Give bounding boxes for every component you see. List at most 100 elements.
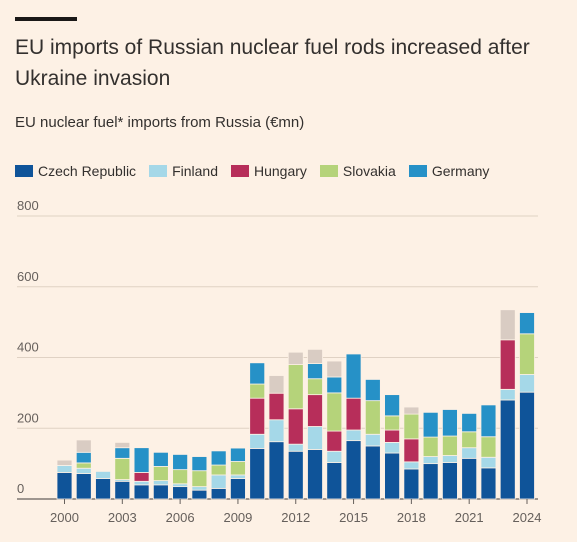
bar-segment-2021-finland [461, 447, 478, 459]
legend: Czech Republic Finland Hungary Slovakia … [15, 163, 502, 179]
legend-item-czech: Czech Republic [15, 163, 136, 179]
bar-segment-2023-czech-republic [499, 399, 516, 500]
bar-segment-2000-other [56, 459, 73, 466]
bars [56, 309, 535, 500]
bar-segment-2013-germany [307, 363, 323, 380]
bar-segment-2017-czech-republic [384, 452, 401, 500]
bar-segment-2001-germany [75, 451, 92, 464]
bar-segment-2011-other [268, 375, 285, 394]
bar-segment-2020-slovakia [442, 435, 458, 456]
bar-segment-2009-czech-republic [230, 478, 246, 500]
bar-segment-2004-czech-republic [133, 484, 150, 500]
bar-segment-2022-slovakia [480, 436, 497, 458]
x-tick-label-2012: 2012 [281, 510, 310, 525]
bar-segment-2006-germany [172, 454, 189, 471]
x-tick-label-2000: 2000 [50, 510, 79, 525]
bar-segment-2012-hungary [287, 408, 304, 445]
bar-segment-2014-germany [326, 376, 343, 394]
legend-label-finland: Finland [172, 163, 218, 179]
bar-segment-2020-germany [442, 409, 458, 437]
bar-segment-2001-other [75, 439, 92, 453]
bar-segment-2002-czech-republic [95, 478, 111, 500]
bar-segment-2009-germany [230, 447, 246, 462]
y-tick-label-0: 0 [17, 481, 24, 496]
bar-segment-2014-finland [326, 450, 343, 463]
bar-segment-2018-finland [403, 461, 420, 470]
bar-segment-2013-hungary [307, 394, 323, 427]
bar-segment-2015-hungary [345, 397, 362, 431]
bar-segment-2015-germany [345, 353, 362, 399]
bar-segment-2012-slovakia [287, 364, 304, 410]
bar-segment-2009-finland [230, 474, 246, 479]
y-tick-label-200: 200 [17, 410, 39, 425]
bar-segment-2011-finland [268, 419, 285, 443]
bar-segment-2009-slovakia [230, 461, 246, 476]
bar-segment-2015-czech-republic [345, 440, 362, 500]
bar-segment-2024-slovakia [519, 333, 535, 375]
y-tick-label-400: 400 [17, 340, 39, 355]
chart-subtitle: EU nuclear fuel* imports from Russia (€m… [15, 114, 305, 131]
bar-segment-2001-czech-republic [75, 473, 92, 500]
legend-label-germany: Germany [431, 163, 490, 179]
bar-segment-2003-slovakia [114, 457, 131, 480]
bar-segment-2024-germany [519, 312, 535, 335]
bar-segment-2023-other [499, 309, 516, 341]
bar-segment-2013-slovakia [307, 378, 323, 396]
bar-segment-2005-finland [152, 480, 169, 486]
bar-segment-2011-hungary [268, 392, 285, 421]
bar-segment-2014-czech-republic [326, 462, 343, 500]
bar-segment-2007-slovakia [191, 470, 208, 488]
bar-segment-2018-hungary [403, 438, 420, 463]
bar-segment-2004-finland [133, 480, 150, 486]
bar-segment-2020-czech-republic [442, 462, 458, 500]
bar-segment-2020-finland [442, 455, 458, 463]
x-tick-label-2006: 2006 [166, 510, 195, 525]
y-tick-label-800: 800 [17, 198, 39, 213]
bar-segment-2016-czech-republic [364, 445, 381, 500]
bar-segment-2013-finland [307, 426, 323, 450]
bar-segment-2014-hungary [326, 430, 343, 452]
bar-segment-2024-czech-republic [519, 391, 535, 500]
bar-segment-2010-germany [249, 362, 266, 385]
legend-label-czech: Czech Republic [38, 163, 137, 179]
header-rule [15, 17, 77, 21]
x-tick-label-2021: 2021 [455, 510, 484, 525]
bar-segment-2017-slovakia [384, 415, 401, 431]
bar-segment-2013-other [307, 348, 323, 364]
bar-segment-2021-czech-republic [461, 457, 478, 500]
bar-segment-2017-hungary [384, 429, 401, 443]
bar-segment-2007-finland [191, 486, 208, 491]
bar-segment-2019-czech-republic [422, 463, 439, 500]
bar-segment-2005-slovakia [152, 466, 169, 482]
bar-segment-2012-other [287, 351, 304, 365]
bar-segment-2015-finland [345, 429, 362, 442]
bar-segment-2024-finland [519, 374, 535, 393]
x-tick-label-2003: 2003 [108, 510, 137, 525]
bar-segment-2004-germany [133, 447, 150, 473]
bar-segment-2016-slovakia [364, 400, 381, 435]
bar-segment-2023-hungary [499, 339, 516, 390]
bar-segment-2000-czech-republic [56, 472, 73, 500]
legend-item-finland: Finland [149, 163, 218, 179]
bar-segment-2011-czech-republic [268, 441, 285, 500]
legend-label-slovakia: Slovakia [342, 163, 396, 179]
x-tick-label-2015: 2015 [339, 510, 368, 525]
bar-segment-2012-finland [287, 443, 304, 452]
legend-item-slovakia: Slovakia [319, 163, 396, 179]
bar-segment-2016-germany [364, 379, 381, 402]
legend-item-germany: Germany [408, 163, 490, 179]
bar-segment-2016-finland [364, 433, 381, 447]
bar-segment-2003-germany [114, 447, 131, 459]
bar-segment-2006-slovakia [172, 469, 189, 485]
bar-segment-2022-germany [480, 404, 497, 438]
bar-segment-2014-slovakia [326, 392, 343, 432]
bar-segment-2008-slovakia [210, 464, 227, 476]
legend-swatch-slovakia [319, 165, 338, 177]
bar-segment-2017-germany [384, 394, 401, 417]
bar-segment-2002-finland [95, 471, 111, 479]
bar-segment-2001-finland [75, 467, 92, 474]
bar-segment-2006-czech-republic [172, 486, 189, 500]
legend-swatch-hungary [230, 165, 249, 177]
bar-segment-2019-germany [422, 411, 439, 438]
